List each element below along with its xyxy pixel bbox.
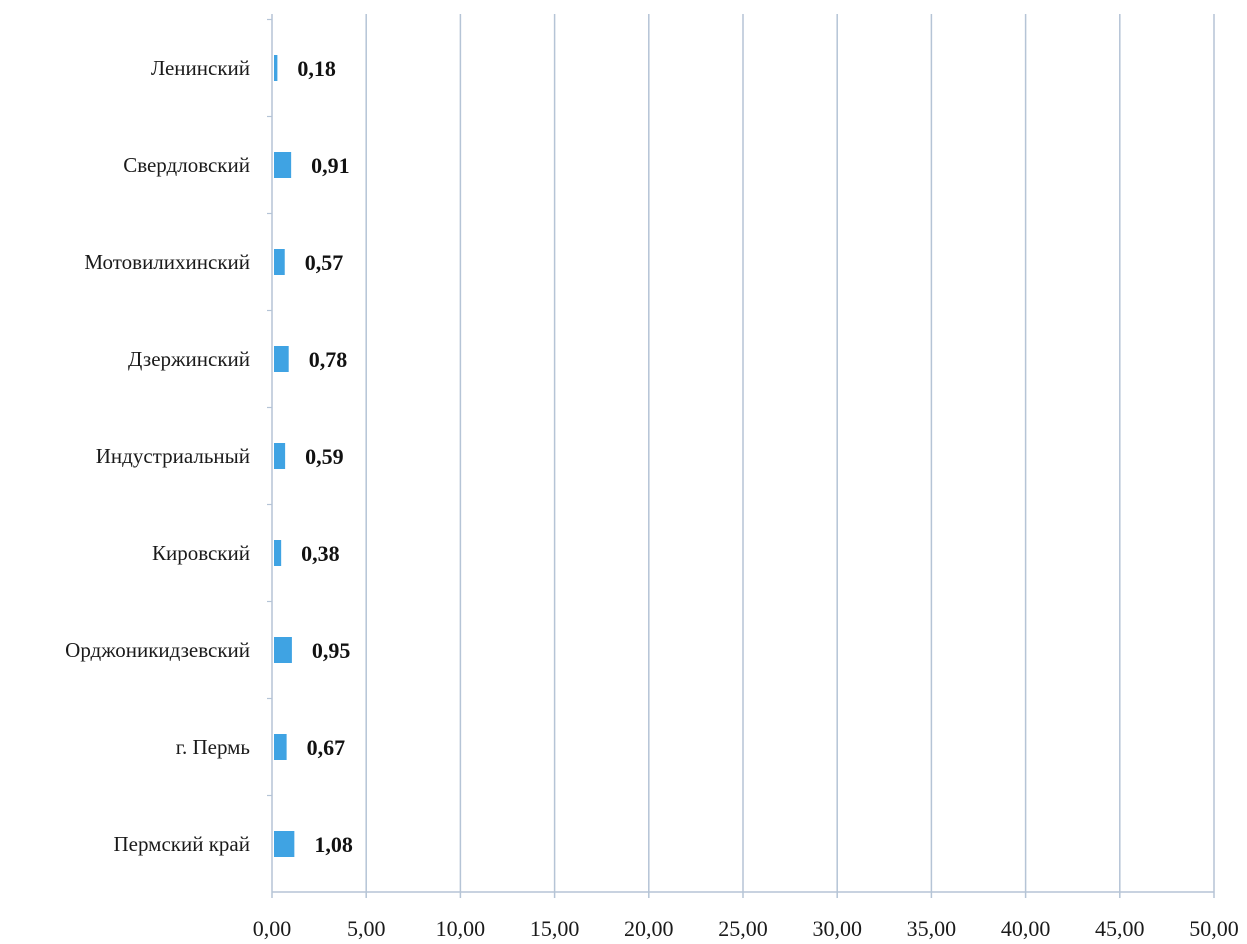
data-label: 0,38	[301, 541, 340, 566]
x-tick-label: 10,00	[436, 916, 486, 941]
bar	[274, 443, 286, 469]
gridlines	[365, 14, 1215, 892]
bar	[274, 540, 282, 566]
data-labels: 0,18 0,91 0,57 0,78 0,59 0,38 0,95 0,67 1,08	[297, 56, 352, 857]
category-label: г. Пермь	[176, 735, 250, 759]
x-axis-ticks: 0,00 5,00 10,00 15,00 20,00 25,00 30,00 35,00 40…	[253, 18, 1239, 941]
x-tick-label: 25,00	[718, 916, 768, 941]
category-label: Дзержинский	[128, 347, 250, 371]
category-label: Кировский	[152, 541, 250, 565]
category-label: Свердловский	[123, 153, 250, 177]
bar	[274, 249, 285, 275]
data-label: 0,95	[312, 638, 351, 663]
category-label: Ленинский	[151, 56, 250, 80]
category-label: Индустриальный	[96, 444, 250, 468]
category-label: Орджоникидзевский	[65, 638, 250, 662]
data-label: 0,91	[311, 153, 350, 178]
x-tick-label: 50,00	[1189, 916, 1239, 941]
x-tick-label: 20,00	[624, 916, 674, 941]
bar	[274, 152, 292, 178]
bar	[274, 734, 287, 760]
x-tick-label: 40,00	[1001, 916, 1051, 941]
data-label: 0,59	[305, 444, 344, 469]
x-tick-label: 35,00	[907, 916, 957, 941]
data-label: 0,18	[297, 56, 336, 81]
bar	[274, 831, 295, 857]
x-tick-label: 30,00	[812, 916, 862, 941]
category-label: Пермский край	[114, 832, 250, 856]
data-label: 0,78	[309, 347, 348, 372]
bar	[274, 346, 289, 372]
x-tick-label: 5,00	[347, 916, 386, 941]
category-labels: Ленинский Свердловский Мотовилихинский Дзер…	[65, 56, 250, 856]
x-tick-label: 15,00	[530, 916, 580, 941]
data-label: 0,67	[307, 735, 346, 760]
x-tick-label: 0,00	[253, 916, 292, 941]
category-label: Мотовилихинский	[84, 250, 250, 274]
x-tick-label: 45,00	[1095, 916, 1145, 941]
data-label: 1,08	[314, 832, 353, 857]
data-label: 0,57	[305, 250, 344, 275]
bar	[274, 637, 292, 663]
bar	[274, 55, 278, 81]
bars	[274, 55, 295, 857]
